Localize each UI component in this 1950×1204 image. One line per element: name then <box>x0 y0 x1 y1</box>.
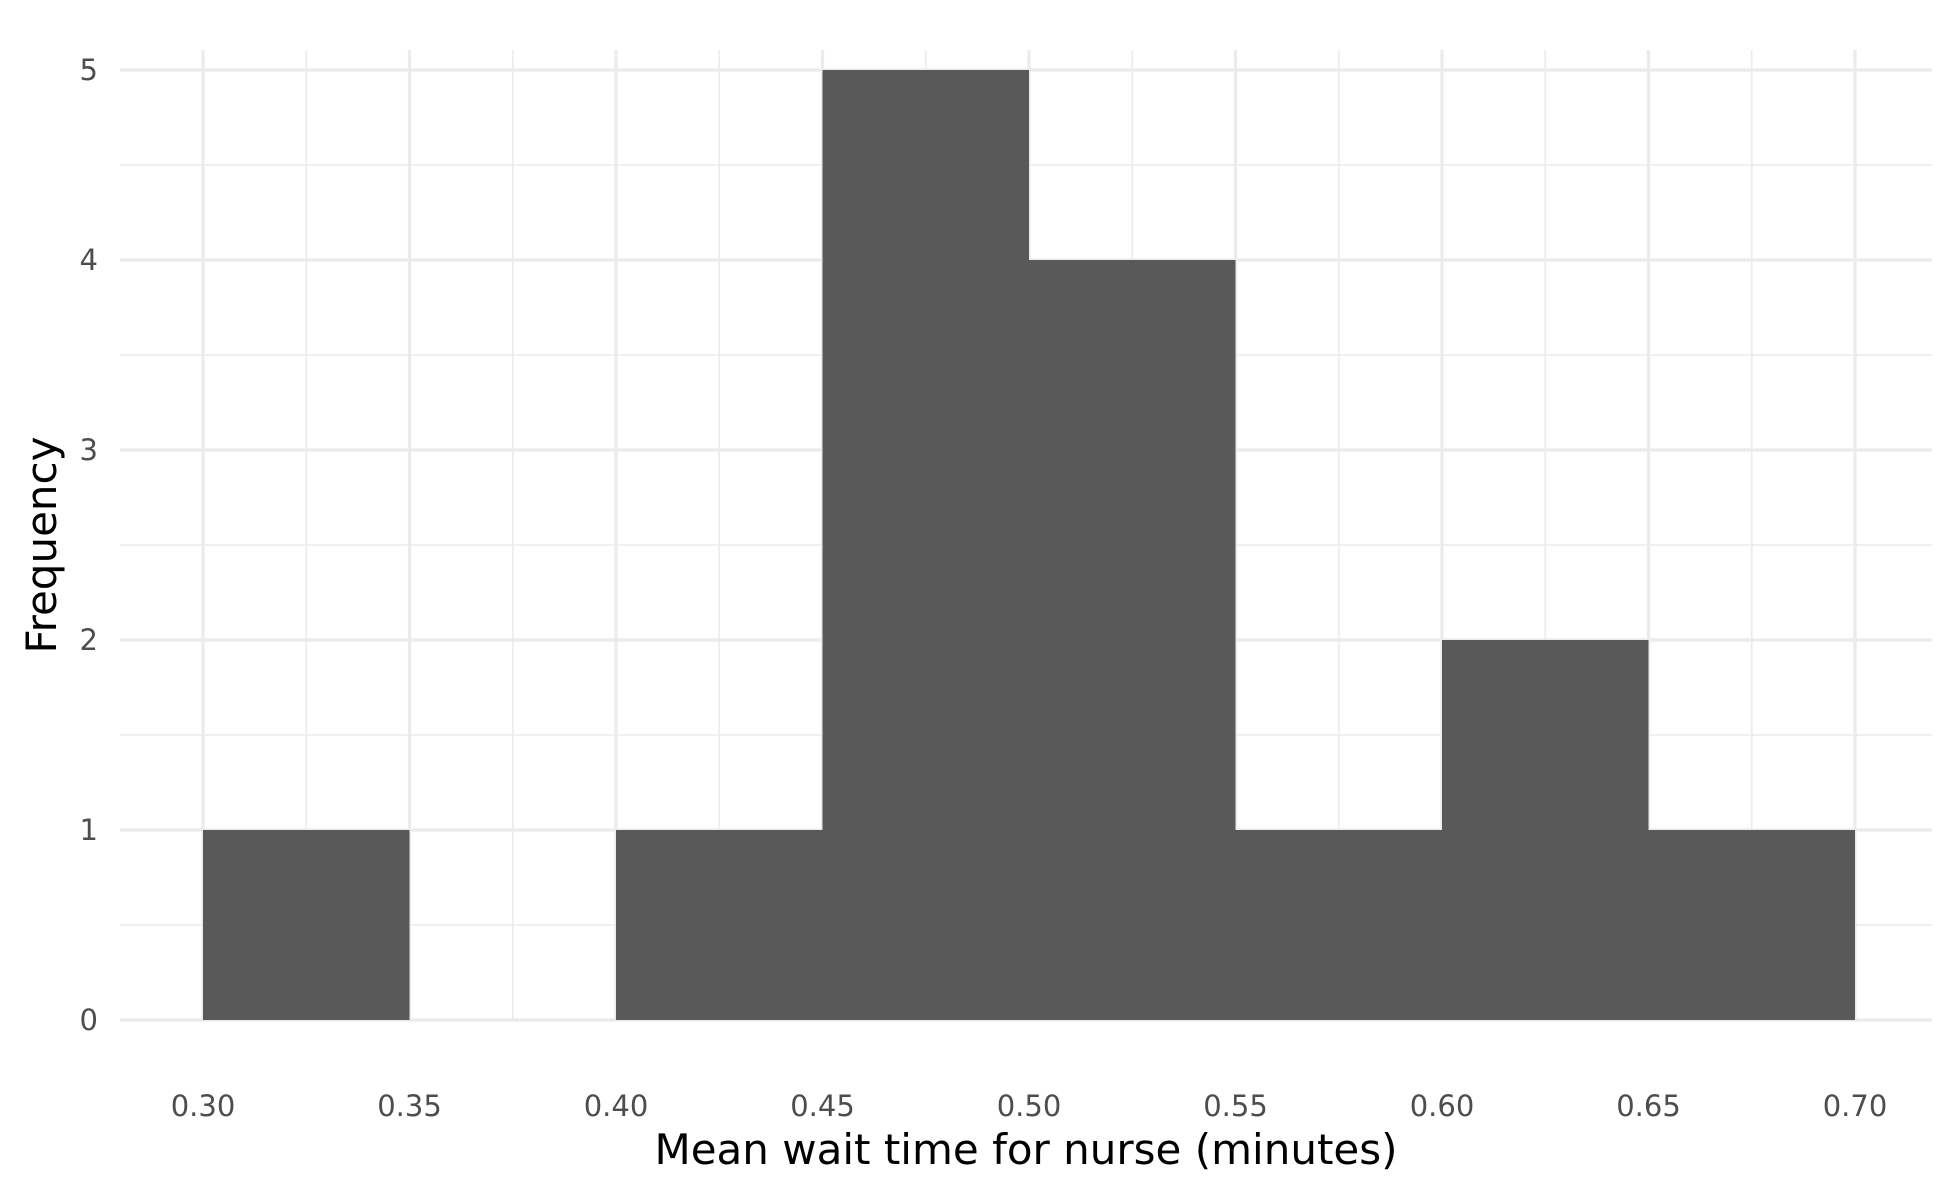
x-tick-label: 0.60 <box>1410 1089 1475 1123</box>
x-tick-label: 0.70 <box>1823 1089 1888 1123</box>
x-tick-label: 0.55 <box>1203 1089 1268 1123</box>
x-tick-label: 0.30 <box>171 1089 236 1123</box>
y-tick-label: 3 <box>80 433 98 467</box>
x-tick-label: 0.35 <box>377 1089 442 1123</box>
histogram-bar <box>1029 260 1236 1020</box>
bars-layer <box>203 70 1855 1020</box>
y-tick-label: 1 <box>80 813 98 847</box>
histogram-bar <box>203 830 410 1020</box>
y-tick-label: 0 <box>80 1003 98 1037</box>
x-tick-label: 0.45 <box>790 1089 855 1123</box>
y-axis-tick-labels: 0 1 2 3 4 5 <box>80 53 98 1037</box>
y-tick-label: 5 <box>80 53 98 87</box>
histogram-bar <box>1442 640 1649 1020</box>
histogram-bar <box>1235 830 1442 1020</box>
x-tick-label: 0.50 <box>997 1089 1062 1123</box>
x-axis-tick-labels: 0.30 0.35 0.40 0.45 0.50 0.55 0.60 0.65 0.70 <box>171 1089 1888 1123</box>
histogram-bar <box>1648 830 1855 1020</box>
x-tick-label: 0.40 <box>584 1089 649 1123</box>
y-tick-label: 2 <box>80 623 98 657</box>
x-axis-title: Mean wait time for nurse (minutes) <box>654 1125 1397 1174</box>
y-tick-label: 4 <box>80 243 98 277</box>
x-tick-label: 0.65 <box>1616 1089 1681 1123</box>
histogram-bar <box>822 70 1029 1020</box>
y-axis-title: Frequency <box>17 437 66 654</box>
histogram-bar <box>616 830 823 1020</box>
